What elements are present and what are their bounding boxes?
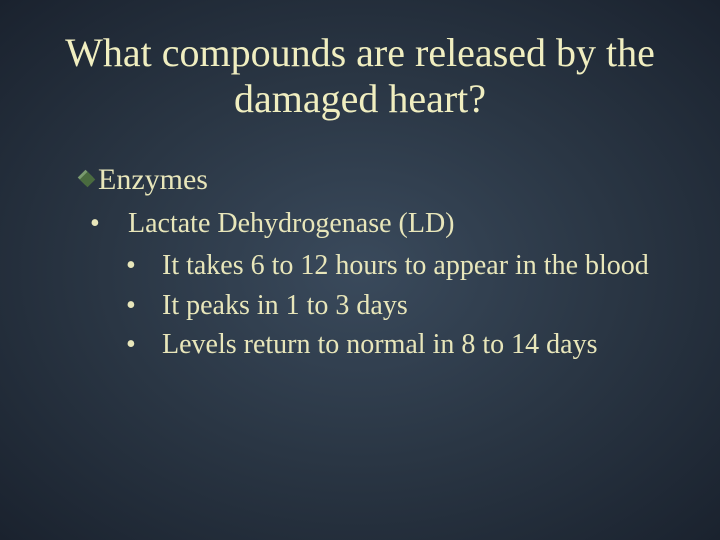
slide-title: What compounds are released by the damag…	[50, 30, 670, 122]
bullet-level3: •Levels return to normal in 8 to 14 days	[96, 326, 670, 364]
bullet-dot-icon: •	[110, 205, 128, 243]
bullet-level3: •It takes 6 to 12 hours to appear in the…	[96, 247, 670, 285]
bullet-dot-icon: •	[144, 247, 162, 285]
bullet-dot-icon: •	[144, 326, 162, 364]
bullet-level2: •Lactate Dehydrogenase (LD)	[98, 205, 670, 243]
slide-content: Enzymes •Lactate Dehydrogenase (LD) •It …	[50, 160, 670, 364]
bullet-level2-text: Lactate Dehydrogenase (LD)	[128, 208, 455, 239]
bullet-level3: •It peaks in 1 to 3 days	[96, 287, 670, 325]
bullet-dot-icon: •	[144, 287, 162, 325]
bullet-level3-text: It takes 6 to 12 hours to appear in the …	[162, 250, 649, 281]
bullet-level3-text: Levels return to normal in 8 to 14 days	[162, 329, 597, 360]
bullet-level3-text: It peaks in 1 to 3 days	[162, 290, 408, 321]
bullet-level1-text: Enzymes	[98, 160, 208, 199]
bullet-level1: Enzymes	[78, 160, 670, 199]
diamond-icon	[78, 170, 94, 186]
